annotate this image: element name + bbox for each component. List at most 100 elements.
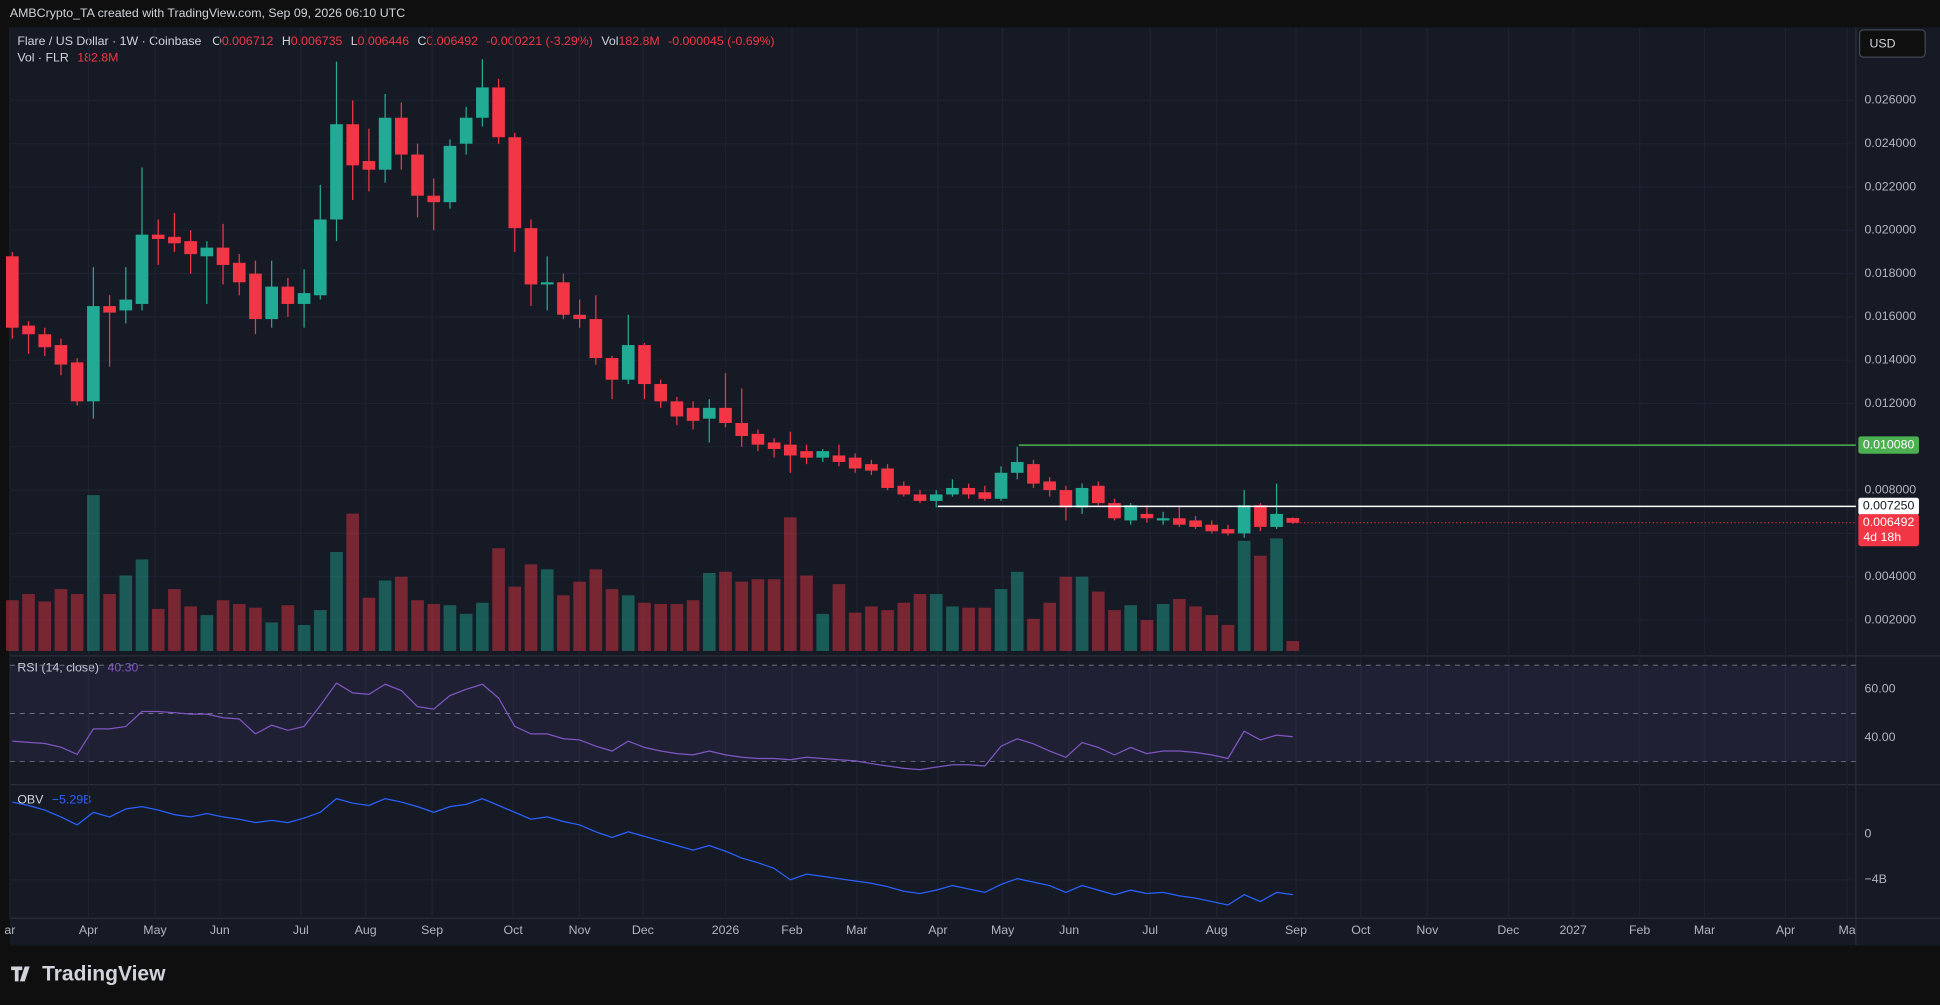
candle-body (313, 219, 327, 296)
current-price-label: 0.006492 (1863, 515, 1915, 529)
currency[interactable]: USD (1869, 36, 1895, 50)
candle-body (1270, 513, 1283, 527)
candle-body (832, 455, 846, 462)
candle-body (1027, 464, 1040, 484)
candle-body (378, 117, 392, 170)
legend-letter: O (212, 35, 222, 49)
volume-bar (832, 584, 846, 651)
candle-body (6, 256, 19, 328)
volume-bar (395, 576, 408, 651)
volume-bar (1059, 576, 1073, 651)
volume-bar (265, 622, 278, 651)
y-tick-label: 0.002000 (1865, 612, 1917, 626)
x-tick-label: Sep (421, 923, 443, 937)
candle-body (621, 345, 635, 380)
candle-body (557, 282, 570, 315)
candle-body (70, 362, 84, 402)
candle-body (913, 494, 927, 501)
candle-body (540, 282, 554, 285)
volume-bar (1270, 538, 1283, 651)
candle-body (1156, 518, 1170, 521)
y-tick-label: 0.026000 (1865, 93, 1917, 107)
x-tick-label: Nov (1416, 923, 1439, 937)
volume-bar (702, 572, 716, 651)
x-tick-label: Jun (210, 923, 230, 937)
volume-bar (865, 606, 878, 651)
candle-body (751, 433, 765, 445)
obv-legend: OBV −5.29B (17, 793, 91, 807)
volume-bar (800, 575, 813, 651)
obv-tick-label: 0 (1865, 826, 1872, 840)
volume-bar (524, 564, 538, 651)
volume-bar (38, 601, 52, 651)
currency-box[interactable] (1858, 29, 1926, 58)
candle-body (1140, 513, 1154, 519)
candle-body (848, 457, 862, 469)
volume-bar (184, 606, 197, 651)
legend-value: 0.006492 (426, 35, 478, 49)
candle-body (605, 358, 619, 380)
volume-bar (492, 548, 505, 651)
candle-body (702, 407, 716, 419)
candle-body (168, 236, 181, 244)
x-tick-label: Jul (1142, 923, 1158, 937)
candle-body (1254, 505, 1267, 527)
volume-bar (168, 589, 181, 651)
x-tick-label: 2027 (1559, 923, 1587, 937)
candle-body (1205, 524, 1219, 532)
x-tick-label: May (143, 923, 167, 937)
volume-bar (54, 589, 68, 651)
volume-bar (1221, 624, 1235, 651)
candle-body (767, 442, 781, 449)
volume-bar (281, 605, 295, 651)
legend-letter: L (351, 35, 358, 49)
candle-body (508, 137, 522, 229)
candle-body (1075, 487, 1089, 508)
candle-body (735, 422, 749, 436)
legend-letter: C (418, 35, 427, 49)
volume-bar (686, 600, 700, 651)
candle-body (978, 492, 992, 499)
x-tick-label: Aug (355, 923, 377, 937)
y-tick-label: 0.008000 (1865, 482, 1917, 496)
volume-bar (1091, 591, 1105, 651)
volume-bar (378, 580, 392, 651)
candle-body (1108, 503, 1121, 519)
volume-bar (346, 513, 360, 651)
volume-bar (913, 594, 927, 651)
candle-body (670, 401, 684, 417)
x-tick-label: Dec (1497, 923, 1519, 937)
candle-body (38, 334, 52, 348)
obv-name: OBV (17, 793, 44, 807)
candle-body (784, 444, 797, 456)
volume-bar (508, 586, 522, 651)
candle-body (362, 161, 376, 170)
x-tick-label: May (991, 923, 1015, 937)
volume-legend: Vol · FLR 182.8M (17, 51, 118, 65)
volume-bar (881, 610, 894, 651)
volume-bar (735, 581, 749, 651)
candle-body (200, 247, 214, 257)
x-tick-label: Sep (1285, 923, 1307, 937)
volume-bar (654, 603, 667, 651)
volume-bar (816, 613, 830, 651)
x-tick-label: Jun (1059, 923, 1079, 937)
rsi-value: 40.30 (107, 661, 138, 675)
volume-bar (929, 594, 943, 651)
x-tick-label: Feb (1629, 923, 1650, 937)
x-tick-label: 2026 (712, 923, 740, 937)
candle-body (22, 325, 35, 335)
candle-body (135, 234, 149, 304)
candle-body (1091, 485, 1105, 504)
candle-body (87, 306, 100, 402)
brand-logo (11, 966, 30, 982)
volume-bar (297, 624, 311, 651)
volume-bar (427, 603, 441, 651)
volume-bar (443, 605, 457, 651)
x-tick-label: Mar (846, 923, 867, 937)
volume-bar (767, 579, 781, 651)
x-tick-label: Nov (569, 923, 592, 937)
volume-bar (1173, 598, 1186, 651)
logo-mark (11, 966, 30, 982)
candle-body (249, 273, 262, 320)
